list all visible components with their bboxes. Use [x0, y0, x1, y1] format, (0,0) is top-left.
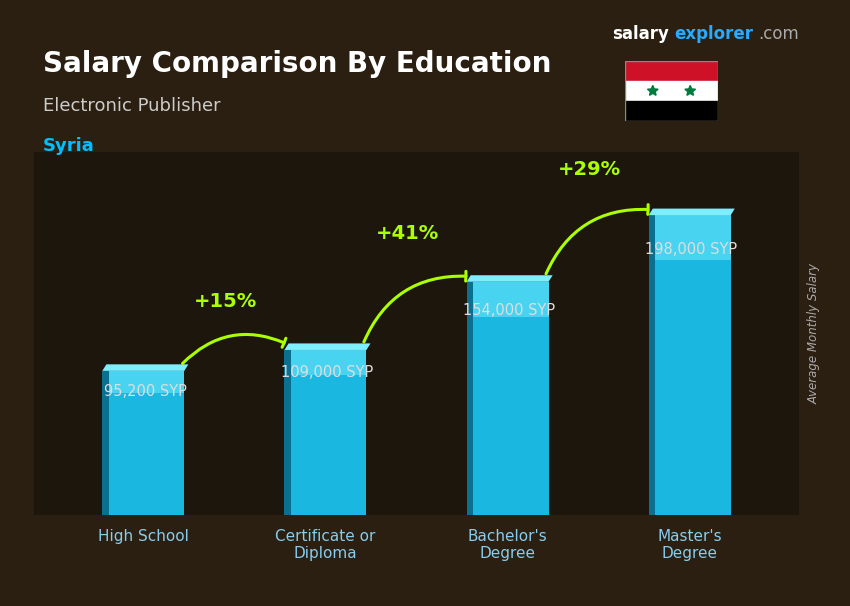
Polygon shape — [285, 344, 371, 350]
Text: Average Monthly Salary: Average Monthly Salary — [808, 263, 820, 404]
Bar — [102, 371, 109, 515]
Text: 109,000 SYP: 109,000 SYP — [281, 365, 373, 380]
Text: Salary Comparison By Education: Salary Comparison By Education — [43, 50, 552, 78]
Bar — [649, 215, 731, 260]
Bar — [467, 282, 548, 515]
Text: +29%: +29% — [558, 161, 621, 179]
Text: Syria: Syria — [43, 137, 95, 155]
Bar — [649, 215, 655, 515]
Bar — [625, 81, 718, 101]
Text: salary: salary — [612, 25, 669, 44]
Bar — [625, 101, 718, 121]
Bar — [102, 371, 184, 515]
Polygon shape — [648, 85, 658, 95]
Bar — [467, 282, 548, 317]
Bar — [649, 215, 731, 515]
Bar — [102, 371, 184, 393]
Polygon shape — [102, 364, 189, 371]
Text: 198,000 SYP: 198,000 SYP — [645, 242, 738, 257]
Bar — [625, 61, 718, 81]
Bar — [285, 350, 291, 515]
Polygon shape — [649, 208, 734, 215]
Text: +41%: +41% — [376, 224, 439, 243]
Text: 154,000 SYP: 154,000 SYP — [463, 303, 555, 318]
Text: 95,200 SYP: 95,200 SYP — [104, 384, 186, 399]
Text: Electronic Publisher: Electronic Publisher — [43, 97, 221, 115]
Text: +15%: +15% — [194, 292, 257, 311]
Text: .com: .com — [758, 25, 799, 44]
Bar — [285, 350, 366, 375]
Text: explorer: explorer — [674, 25, 753, 44]
Bar — [285, 350, 366, 515]
Polygon shape — [685, 85, 695, 95]
Bar — [467, 282, 473, 515]
Polygon shape — [467, 275, 552, 282]
